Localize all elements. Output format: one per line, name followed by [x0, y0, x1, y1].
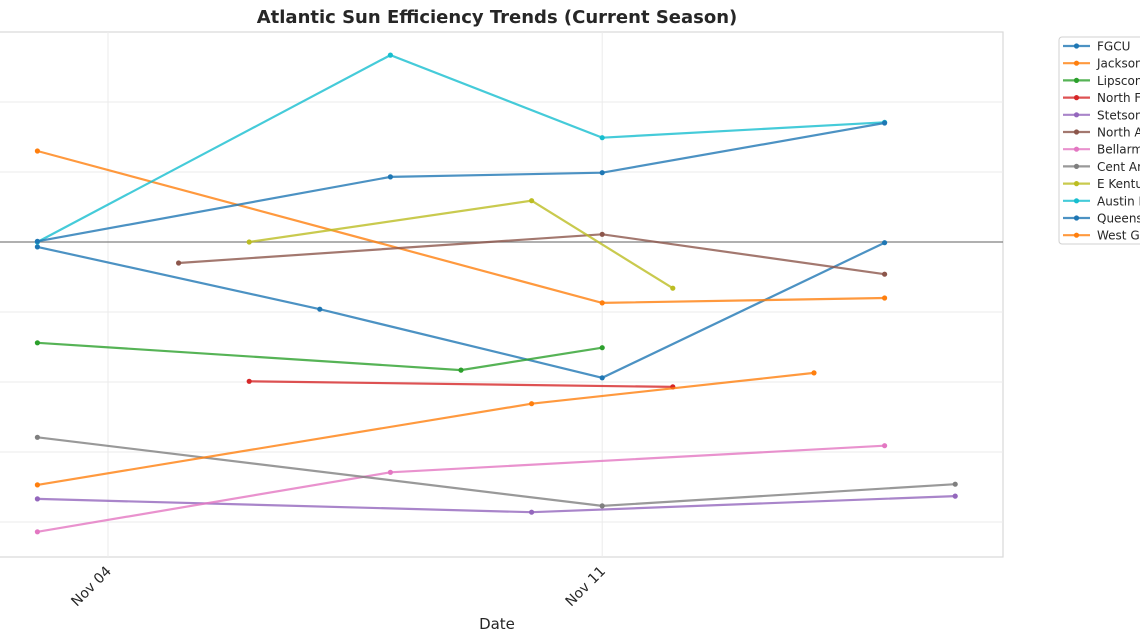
data-point [599, 345, 605, 351]
series-line [36, 53, 885, 243]
data-point [34, 496, 41, 502]
x-tick-label: Nov 11 [563, 564, 609, 610]
legend-marker [1073, 198, 1080, 204]
legend-label: Queens [1097, 212, 1140, 226]
legend-item: Queens [1063, 212, 1140, 226]
data-point [317, 306, 323, 312]
data-point [246, 378, 252, 384]
x-tick-label: Nov 04 [68, 563, 114, 609]
legend-item: Bellarm [1063, 143, 1140, 157]
data-point [34, 148, 41, 154]
legend-marker [1073, 181, 1080, 187]
data-point [387, 469, 393, 475]
data-point [34, 340, 41, 346]
data-point [882, 271, 888, 277]
data-point [599, 300, 605, 306]
series-line [37, 241, 886, 379]
data-point [529, 509, 535, 515]
legend-item: Jackson [1063, 57, 1140, 71]
data-point [34, 244, 41, 250]
legend-item: Lipscon [1063, 74, 1140, 88]
legend-label: Jackson [1096, 57, 1140, 71]
data-point [246, 239, 252, 245]
legend-item: Austin I [1063, 194, 1140, 208]
legend-item: E Kentu [1063, 177, 1140, 191]
legend-marker [1073, 146, 1080, 152]
data-point [387, 52, 393, 58]
legend-label: West Ge [1097, 229, 1140, 243]
data-point [599, 170, 605, 176]
legend-label: Lipscon [1097, 74, 1140, 88]
legend-marker [1073, 60, 1080, 66]
data-point [882, 240, 888, 246]
legend-marker [1073, 215, 1080, 221]
data-point [529, 198, 535, 204]
data-point [34, 238, 41, 244]
series-cent-ar [34, 434, 958, 509]
legend-box [1058, 36, 1140, 245]
data-point [176, 260, 182, 266]
chart-title: Atlantic Sun Efficiency Trends (Current … [257, 7, 738, 28]
data-point [34, 482, 41, 488]
data-point [811, 370, 817, 376]
legend-marker [1073, 232, 1080, 238]
legend-item: Cent Ar [1063, 160, 1140, 174]
legend-label: E Kentu [1097, 177, 1140, 191]
legend-item: Stetson [1063, 108, 1140, 122]
data-point [34, 434, 41, 440]
plot-area [0, 31, 1004, 558]
legend-marker [1073, 77, 1080, 83]
data-point [882, 443, 888, 449]
legend-marker [1073, 112, 1080, 118]
series-fgcu [34, 240, 888, 381]
data-point [529, 401, 535, 407]
x-axis-label: Date [479, 615, 515, 633]
data-point [952, 481, 958, 487]
data-point [599, 375, 605, 381]
series-line [37, 121, 885, 243]
series-jackson [34, 148, 888, 306]
data-point [952, 493, 958, 499]
series-lipscon [34, 340, 605, 373]
legend-item: North F [1063, 91, 1140, 105]
data-point [670, 285, 676, 291]
series-line [249, 380, 673, 388]
legend-label: Cent Ar [1097, 160, 1140, 174]
data-point [882, 120, 888, 126]
legend-label: Bellarm [1097, 143, 1140, 157]
data-point [387, 174, 393, 180]
data-point [599, 503, 605, 509]
legend-label: FGCU [1097, 40, 1130, 54]
data-point [34, 529, 41, 535]
legend-label: North A [1097, 126, 1140, 140]
series-north-a [176, 231, 888, 277]
legend: FGCU Jackson Lipscon North F Stetson North A B… [1058, 36, 1140, 245]
series-e-kentu [246, 198, 676, 291]
legend-marker [1073, 43, 1080, 49]
series-bellarm [34, 443, 888, 535]
legend-item: FGCU [1063, 40, 1130, 54]
series-queens [34, 120, 888, 244]
data-point [599, 135, 605, 141]
legend-label: Stetson [1097, 108, 1140, 122]
legend-marker [1073, 129, 1080, 135]
series-west-ge [34, 370, 817, 488]
legend-marker [1073, 95, 1080, 101]
legend-item: North A [1063, 126, 1140, 140]
data-point [599, 231, 605, 237]
legend-label: Austin I [1097, 194, 1140, 208]
legend-marker [1073, 163, 1080, 169]
data-point [458, 367, 464, 373]
legend-item: West Ge [1063, 229, 1140, 243]
legend-label: North F [1097, 91, 1140, 105]
data-point [882, 295, 888, 301]
